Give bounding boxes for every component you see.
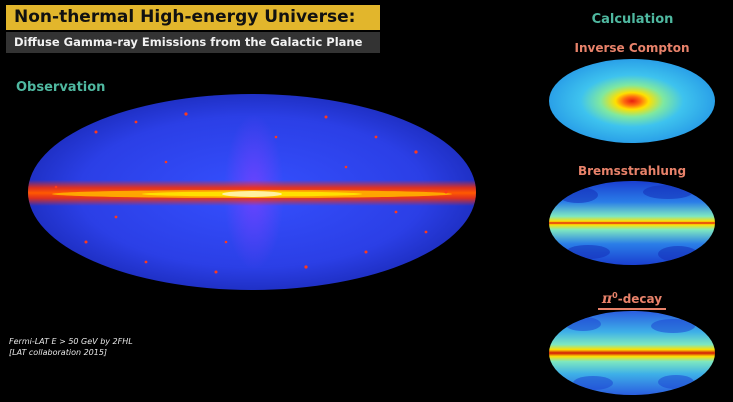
pi0-decay-sky-map xyxy=(549,311,715,395)
pi0-decay-label-wrap: π0-decay xyxy=(542,288,722,310)
slide-subtitle: Diffuse Gamma-ray Emissions from the Gal… xyxy=(6,32,380,53)
observation-credit: Fermi-LAT E > 50 GeV by 2FHL [LAT collab… xyxy=(9,336,133,358)
bremsstrahlung-sky-map xyxy=(549,181,715,265)
calculation-label: Calculation xyxy=(591,12,674,27)
inverse-compton-label: Inverse Compton xyxy=(574,41,690,55)
observation-sky-map xyxy=(28,94,476,290)
inverse-compton-sky-map xyxy=(549,59,715,143)
pi0-decay-label: π0-decay xyxy=(597,291,667,310)
credit-line-reference: [LAT collaboration 2015] xyxy=(9,348,108,357)
observation-label: Observation xyxy=(16,80,106,95)
slide-title: Non-thermal High-energy Universe: xyxy=(6,5,380,30)
credit-line-instrument: Fermi-LAT E > 50 GeV by 2FHL xyxy=(9,337,133,346)
bremsstrahlung-label: Bremsstrahlung xyxy=(577,164,687,178)
